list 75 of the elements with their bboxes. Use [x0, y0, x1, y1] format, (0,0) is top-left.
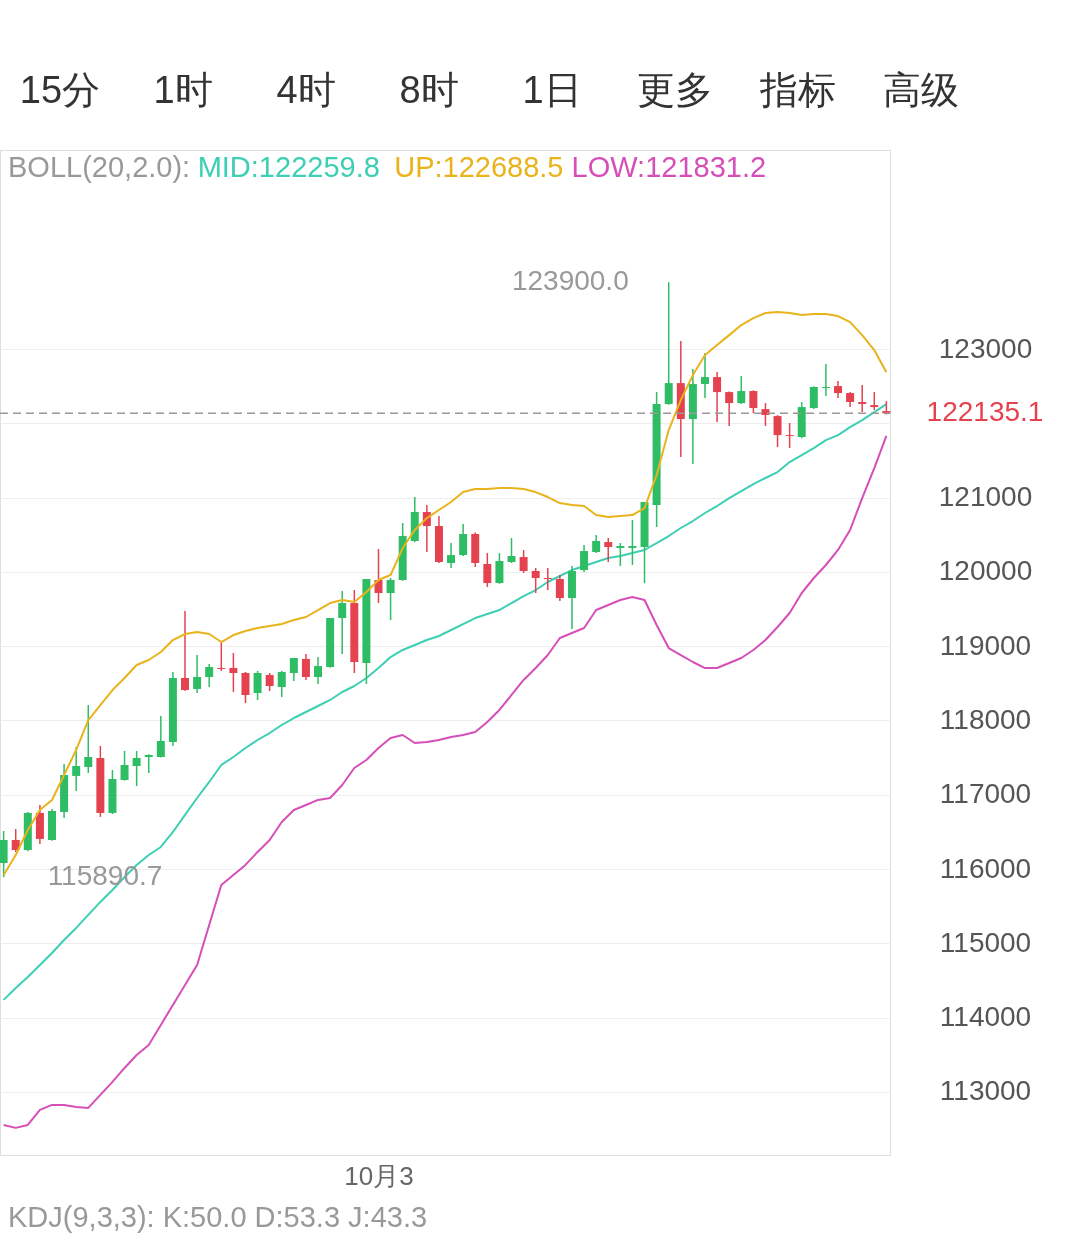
candlestick: [277, 670, 286, 698]
candlestick: [555, 574, 564, 602]
candlestick: [72, 746, 81, 792]
text: 4时: [276, 69, 336, 111]
candlestick: [495, 552, 504, 585]
line-series: [2, 403, 888, 1001]
candlestick: [459, 523, 468, 557]
y-tick-label: 114000: [939, 1001, 1032, 1033]
y-tick-label: 115000: [939, 926, 1032, 958]
candlestick: [507, 537, 516, 564]
text: 1日: [522, 69, 582, 111]
candlestick: [821, 363, 830, 397]
candlestick: [253, 670, 262, 701]
candlestick: [773, 414, 782, 448]
candlestick: [628, 519, 637, 566]
candlestick: [616, 542, 625, 567]
candlestick: [785, 422, 794, 449]
candlestick: [725, 390, 734, 427]
candlestick: [217, 641, 226, 672]
candlestick: [809, 385, 818, 410]
text: 15分: [19, 69, 101, 111]
candlestick: [519, 549, 528, 574]
text: 高级: [883, 69, 959, 111]
y-tick-label: 116000: [939, 852, 1032, 884]
text: UP:122688.5: [394, 151, 564, 183]
y-tick-label: 119000: [939, 629, 1032, 661]
candlestick: [761, 402, 770, 427]
candlestick: [483, 552, 492, 588]
y-tick-label: 120000: [938, 555, 1033, 587]
candlestick: [580, 544, 589, 573]
candlestick: [338, 590, 347, 655]
candlestick: [749, 389, 758, 414]
candlestick: [386, 577, 395, 621]
chart-subtitle: BOLL(20,2.0):: [8, 151, 191, 183]
candlestick: [193, 654, 202, 694]
y-tick-label: 117000: [939, 778, 1032, 810]
candlestick: [301, 653, 310, 681]
candlestick: [84, 704, 93, 774]
x-tick-label: 10月3: [344, 1160, 414, 1191]
candlestick: [0, 830, 8, 878]
candlestick: [229, 652, 238, 693]
text: LOW:121831.2: [571, 151, 767, 183]
y-tick-label: 123000: [938, 332, 1033, 364]
candlestick: [132, 750, 141, 787]
candlestick: [447, 542, 456, 569]
candlestick: [737, 375, 746, 405]
candlestick: [858, 384, 867, 413]
text: MID:122259.8: [197, 151, 380, 183]
y-tick-label: 113000: [939, 1075, 1032, 1107]
candlestick: [144, 753, 153, 774]
ref-line-label: 122135.1: [926, 396, 1044, 428]
text: KDJ(9,3,3): K:50.0 D:53.3 J:43.3: [8, 1201, 428, 1233]
y-tick-label: 121000: [938, 481, 1033, 513]
annotation: 123900.0: [511, 265, 629, 297]
candlestick: [531, 567, 540, 594]
candlestick: [374, 548, 383, 604]
candlestick: [700, 352, 709, 399]
candlestick: [181, 610, 190, 692]
text: 更多: [637, 69, 713, 111]
candlestick: [205, 663, 214, 688]
text: 1时: [153, 69, 213, 111]
candlestick: [543, 567, 552, 591]
candlestick: [604, 537, 613, 563]
candlestick: [241, 671, 250, 704]
candlestick: [289, 657, 298, 682]
text: 8时: [399, 69, 459, 111]
candlestick: [314, 656, 323, 685]
candlestick: [664, 281, 673, 406]
text: 指标: [759, 69, 836, 111]
candlestick: [156, 715, 165, 759]
candlestick: [120, 750, 129, 782]
candlestick: [713, 371, 722, 423]
y-tick-label: 118000: [939, 703, 1032, 735]
line-series: [2, 434, 888, 1129]
candlestick: [11, 828, 20, 853]
